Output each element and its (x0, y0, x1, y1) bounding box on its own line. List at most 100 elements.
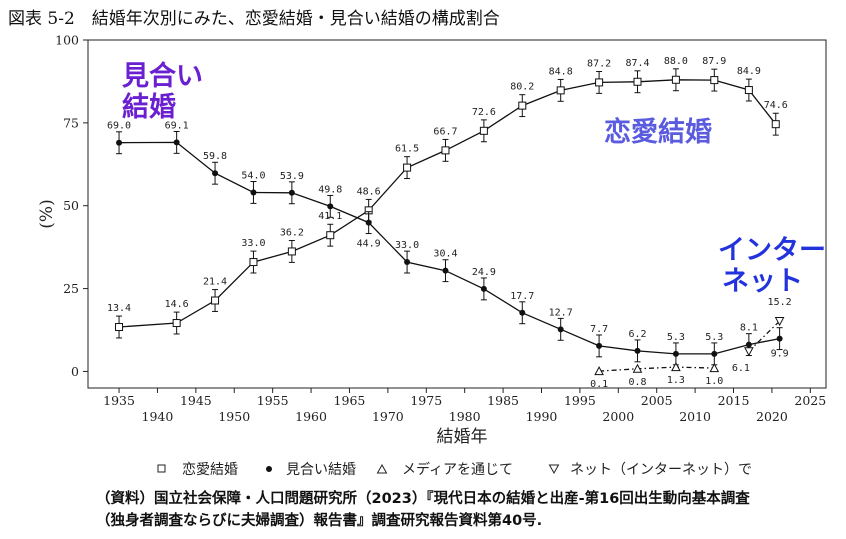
point-miai (596, 342, 603, 349)
data-label-renai: 36.2 (280, 227, 304, 238)
point-miai (776, 335, 783, 342)
y-tick-label: 75 (63, 115, 79, 130)
data-label-miai: 69.0 (107, 121, 131, 132)
data-label-renai: 74.6 (764, 100, 788, 111)
point-renai (633, 77, 642, 86)
x-tick-label: 2015 (718, 393, 750, 408)
legend-label-miai: 見合い結婚 (286, 462, 356, 478)
point-miai (711, 350, 718, 357)
point-miai (404, 259, 411, 266)
legend-marker-media (376, 463, 388, 474)
point-miai (327, 203, 334, 210)
data-label-miai: 7.7 (590, 324, 608, 335)
x-tick-label: 2025 (794, 393, 826, 408)
point-renai (115, 323, 124, 332)
data-label-miai: 24.9 (472, 267, 496, 278)
data-label-miai: 17.7 (510, 291, 534, 302)
x-tick-label: 1935 (103, 393, 135, 408)
series-line-net (748, 320, 781, 352)
data-label-miai: 8.1 (740, 323, 758, 334)
series-line-media (599, 366, 715, 372)
x-tick-label: 1985 (487, 393, 519, 408)
legend-marker-net (548, 464, 560, 475)
data-label-media: 1.3 (667, 375, 685, 386)
data-label-miai: 5.3 (705, 332, 723, 343)
y-tick-label: 0 (71, 364, 79, 379)
data-label-renai: 84.8 (549, 66, 573, 77)
x-tick-label: 1990 (526, 409, 558, 424)
point-renai (556, 86, 565, 95)
plot-area (87, 39, 827, 389)
data-labels-layer: 13.4 14.6 21.4 33.0 36.2 41.1 48.6 61.5 66.7 72.6… (107, 56, 792, 390)
series-line-miai (118, 141, 780, 355)
data-label-renai: 87.4 (625, 58, 649, 69)
point-renai (518, 101, 527, 110)
x-tick-label: 2010 (679, 409, 711, 424)
figure-title: 図表 5-2 結婚年次別にみた、恋愛結婚・見合い結婚の構成割合 (8, 8, 500, 29)
data-label-renai: 33.0 (241, 238, 265, 249)
point-miai (480, 285, 487, 292)
point-media (671, 362, 681, 372)
x-axis: 1935 1945 1955 1965 1975 1985 1995 2005 2015 2025… (103, 388, 826, 424)
data-label-miai: 9.9 (771, 349, 789, 360)
x-tick-label: 1955 (257, 393, 289, 408)
annotation-net-line2: ネット (722, 266, 803, 297)
data-label-renai: 13.4 (107, 303, 131, 314)
legend-label-net: ネット（インターネット）で (570, 462, 752, 478)
point-miai (250, 189, 257, 196)
data-label-renai: 80.2 (510, 82, 534, 93)
data-label-renai: 61.5 (395, 144, 419, 155)
annotation-miai-line2: 結婚 (122, 91, 176, 123)
plot-frame (87, 39, 827, 389)
point-renai (326, 231, 335, 240)
y-tick-label: 50 (63, 198, 79, 213)
data-label-miai: 6.2 (628, 329, 646, 340)
data-label-renai: 87.9 (702, 56, 726, 67)
data-label-renai: 72.6 (472, 107, 496, 118)
point-media (709, 363, 720, 373)
point-renai (479, 126, 488, 135)
y-axis: 0 25 50 75 100 (55, 33, 88, 379)
data-label-miai: 69.1 (165, 120, 189, 131)
data-label-renai: 84.9 (737, 66, 761, 77)
x-tick-label: 2020 (756, 409, 788, 424)
point-renai (744, 86, 753, 95)
annotation-renai: 恋愛結婚 (604, 116, 712, 148)
point-renai (403, 163, 412, 172)
data-label-renai: 14.6 (165, 299, 189, 310)
point-net (774, 317, 785, 327)
point-renai (671, 75, 680, 84)
x-tick-label: 1995 (564, 393, 596, 408)
point-renai (441, 146, 450, 155)
data-label-miai: 53.9 (280, 171, 304, 182)
data-label-renai: 21.4 (203, 277, 227, 288)
point-miai (745, 341, 752, 348)
data-label-renai: 88.0 (664, 56, 688, 67)
data-label-miai: 5.3 (667, 332, 685, 343)
x-tick-label: 2000 (602, 409, 634, 424)
data-label-renai: 66.7 (433, 126, 457, 137)
legend-marker-renai (157, 464, 166, 473)
x-tick-label: 1950 (218, 409, 250, 424)
y-axis-label: (%) (37, 199, 57, 228)
x-tick-label: 1970 (372, 409, 404, 424)
x-tick-label: 1940 (142, 409, 174, 424)
series-layer (115, 68, 785, 376)
legend: 恋愛結婚 見合い結婚 メディアを通じて ネット（インターネット）で (157, 461, 752, 478)
data-label-renai: 87.2 (587, 58, 611, 69)
annotation-net-line1: インター (718, 235, 826, 266)
data-label-miai: 33.0 (395, 240, 419, 251)
point-miai (442, 267, 449, 274)
point-miai (519, 309, 526, 316)
annotation-miai-line1: 見合い (122, 60, 203, 92)
point-media (632, 363, 643, 373)
data-label-media: 0.8 (628, 377, 646, 388)
y-tick-label: 100 (55, 33, 79, 48)
data-label-media: 0.1 (590, 379, 608, 390)
point-renai (595, 78, 604, 87)
data-label-miai: 49.8 (318, 184, 342, 195)
data-label-miai: 54.0 (241, 170, 265, 181)
point-miai (212, 170, 219, 177)
point-miai (288, 189, 295, 196)
point-miai (173, 139, 180, 146)
